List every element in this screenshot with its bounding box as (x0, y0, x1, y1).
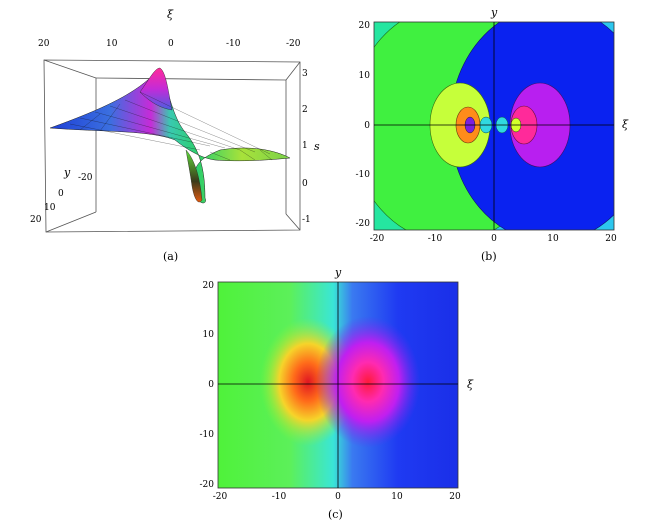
top-tick: 0 (168, 39, 174, 49)
z-tick: -1 (302, 215, 311, 225)
y-tick: 0 (208, 380, 214, 390)
y-tick: -10 (200, 430, 215, 440)
z-tick: 1 (302, 141, 308, 151)
y-tick: -20 (356, 219, 371, 229)
y-tick: 0 (364, 121, 370, 131)
panel-c-density-plot: y ξ 20 10 0 -10 -20 -20 -10 0 10 20 (200, 266, 475, 502)
top-tick: 20 (38, 39, 50, 49)
top-tick: -10 (226, 39, 241, 49)
z-tick: 0 (302, 179, 308, 189)
caption-b: (b) (481, 250, 497, 263)
y-tick: 20 (30, 215, 42, 225)
top-ticks: 20 10 0 -10 -20 (38, 39, 301, 49)
z-ticks: 3 2 1 0 -1 (302, 69, 311, 225)
y-tick: -20 (78, 173, 93, 183)
panel-a-surface-plot: ξ 20 10 0 -10 -20 s 3 2 1 0 -1 y 20 10 0… (30, 8, 320, 233)
x-tick: 10 (547, 234, 559, 244)
y-ticks: 20 10 0 -20 (30, 173, 93, 225)
y-ticks: 20 10 0 -10 -20 (200, 281, 215, 490)
x-ticks: -20 -10 0 10 20 (370, 234, 617, 244)
y-tick: 0 (58, 189, 64, 199)
y-tick: 10 (203, 330, 215, 340)
x-tick: 10 (391, 492, 403, 502)
x-axis-label: ξ (622, 118, 629, 131)
x-tick: -20 (370, 234, 385, 244)
y-axis-label: y (63, 166, 71, 179)
top-tick: 10 (106, 39, 118, 49)
x-tick: 0 (335, 492, 341, 502)
plot-box (43, 59, 301, 233)
y-tick: -20 (200, 480, 215, 490)
x-ticks: -20 -10 0 10 20 (213, 492, 461, 502)
y-ticks: 20 10 0 -10 -20 (356, 21, 371, 229)
y-tick: -10 (356, 170, 371, 180)
y-tick: 20 (359, 21, 371, 31)
x-tick: 0 (491, 234, 497, 244)
y-axis-label: y (334, 266, 342, 279)
panel-b-contour-plot: y ξ 20 10 0 -10 -20 -20 -10 0 10 20 (356, 6, 630, 244)
x-tick: 20 (605, 234, 617, 244)
x-tick: 20 (449, 492, 461, 502)
x-tick: -10 (272, 492, 287, 502)
x-axis-label: ξ (467, 378, 474, 391)
y-tick: 20 (203, 281, 215, 291)
x-tick: -20 (213, 492, 228, 502)
caption-c: (c) (328, 508, 343, 521)
z-tick: 3 (302, 69, 308, 79)
y-tick: 10 (359, 71, 371, 81)
y-axis-label: y (490, 6, 498, 19)
z-axis-label: s (314, 140, 320, 153)
top-axis-label: ξ (167, 8, 174, 21)
z-tick: 2 (302, 105, 308, 115)
contour-regions (374, 22, 614, 230)
top-tick: -20 (286, 39, 301, 49)
caption-a: (a) (163, 250, 179, 263)
x-tick: -10 (428, 234, 443, 244)
surface (49, 67, 291, 204)
y-tick: 10 (44, 203, 56, 213)
